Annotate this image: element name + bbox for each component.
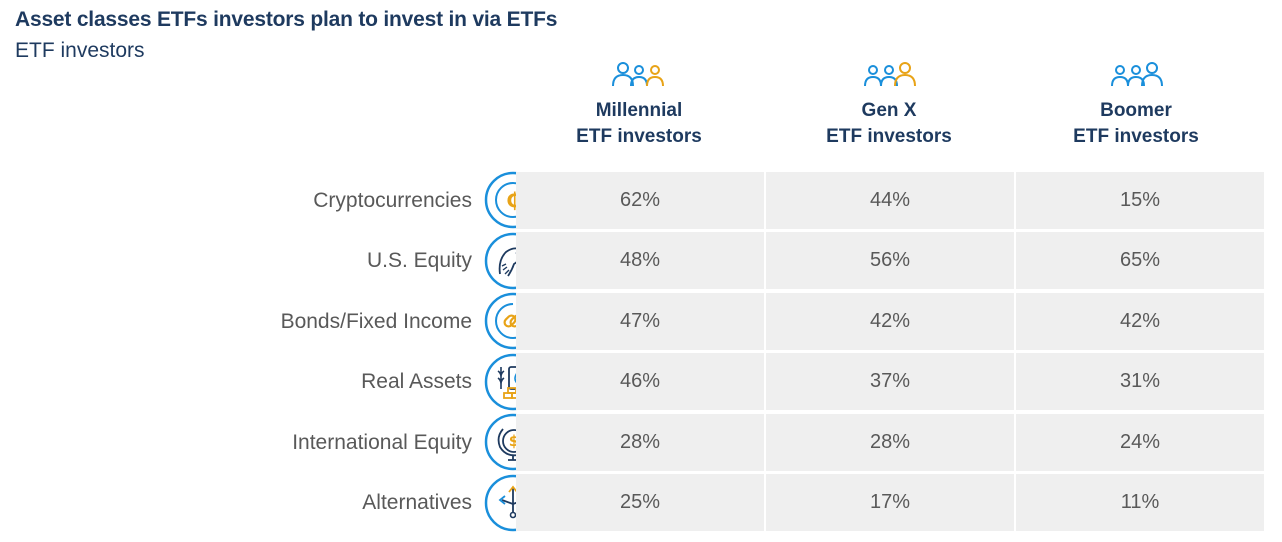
row-label-international-equity: International Equity xyxy=(292,431,472,454)
cell-real-assets-genx: 37% xyxy=(766,353,1014,410)
column-header-line2: ETF investors xyxy=(826,126,952,147)
cell-real-assets-boomer: 31% xyxy=(1016,353,1264,410)
cell-alternatives-boomer: 11% xyxy=(1016,474,1264,531)
cell-alternatives-millennial: 25% xyxy=(516,474,764,531)
cell-crypto-genx: 44% xyxy=(766,172,1014,229)
cell-real-assets-millennial: 46% xyxy=(516,353,764,410)
cell-us-equity-boomer: 65% xyxy=(1016,232,1264,289)
cell-crypto-millennial: 62% xyxy=(516,172,764,229)
people-group-icon xyxy=(612,62,664,87)
column-header-line2: ETF investors xyxy=(576,126,702,147)
column-header-genx: Gen X ETF investors xyxy=(764,60,1014,150)
cell-us-equity-genx: 56% xyxy=(766,232,1014,289)
cell-intl-equity-boomer: 24% xyxy=(1016,414,1264,471)
column-header-millennial: Millennial ETF investors xyxy=(514,60,764,150)
column-header-line2: ETF investors xyxy=(1073,126,1199,147)
people-group-icon xyxy=(864,62,916,87)
chart-subtitle: ETF investors xyxy=(15,39,145,62)
row-label-alternatives: Alternatives xyxy=(362,491,472,514)
cell-alternatives-genx: 17% xyxy=(766,474,1014,531)
column-header-line1: Gen X xyxy=(861,100,917,121)
cell-bonds-millennial: 47% xyxy=(516,293,764,350)
row-label-real-assets: Real Assets xyxy=(361,370,472,393)
row-label-us-equity: U.S. Equity xyxy=(366,249,472,272)
row-label-cryptocurrencies: Cryptocurrencies xyxy=(313,189,472,212)
column-header-boomer: Boomer ETF investors xyxy=(1011,60,1261,150)
cell-bonds-genx: 42% xyxy=(766,293,1014,350)
cell-us-equity-millennial: 48% xyxy=(516,232,764,289)
cell-intl-equity-millennial: 28% xyxy=(516,414,764,471)
cell-bonds-boomer: 42% xyxy=(1016,293,1264,350)
cell-intl-equity-genx: 28% xyxy=(766,414,1014,471)
cell-crypto-boomer: 15% xyxy=(1016,172,1264,229)
column-header-line1: Boomer xyxy=(1100,100,1172,121)
people-group-icon xyxy=(1111,62,1163,87)
chart-title: Asset classes ETFs investors plan to inv… xyxy=(15,8,558,31)
column-header-line1: Millennial xyxy=(595,100,683,121)
svg-text:$: $ xyxy=(509,432,519,450)
row-label-bonds: Bonds/Fixed Income xyxy=(280,310,472,333)
